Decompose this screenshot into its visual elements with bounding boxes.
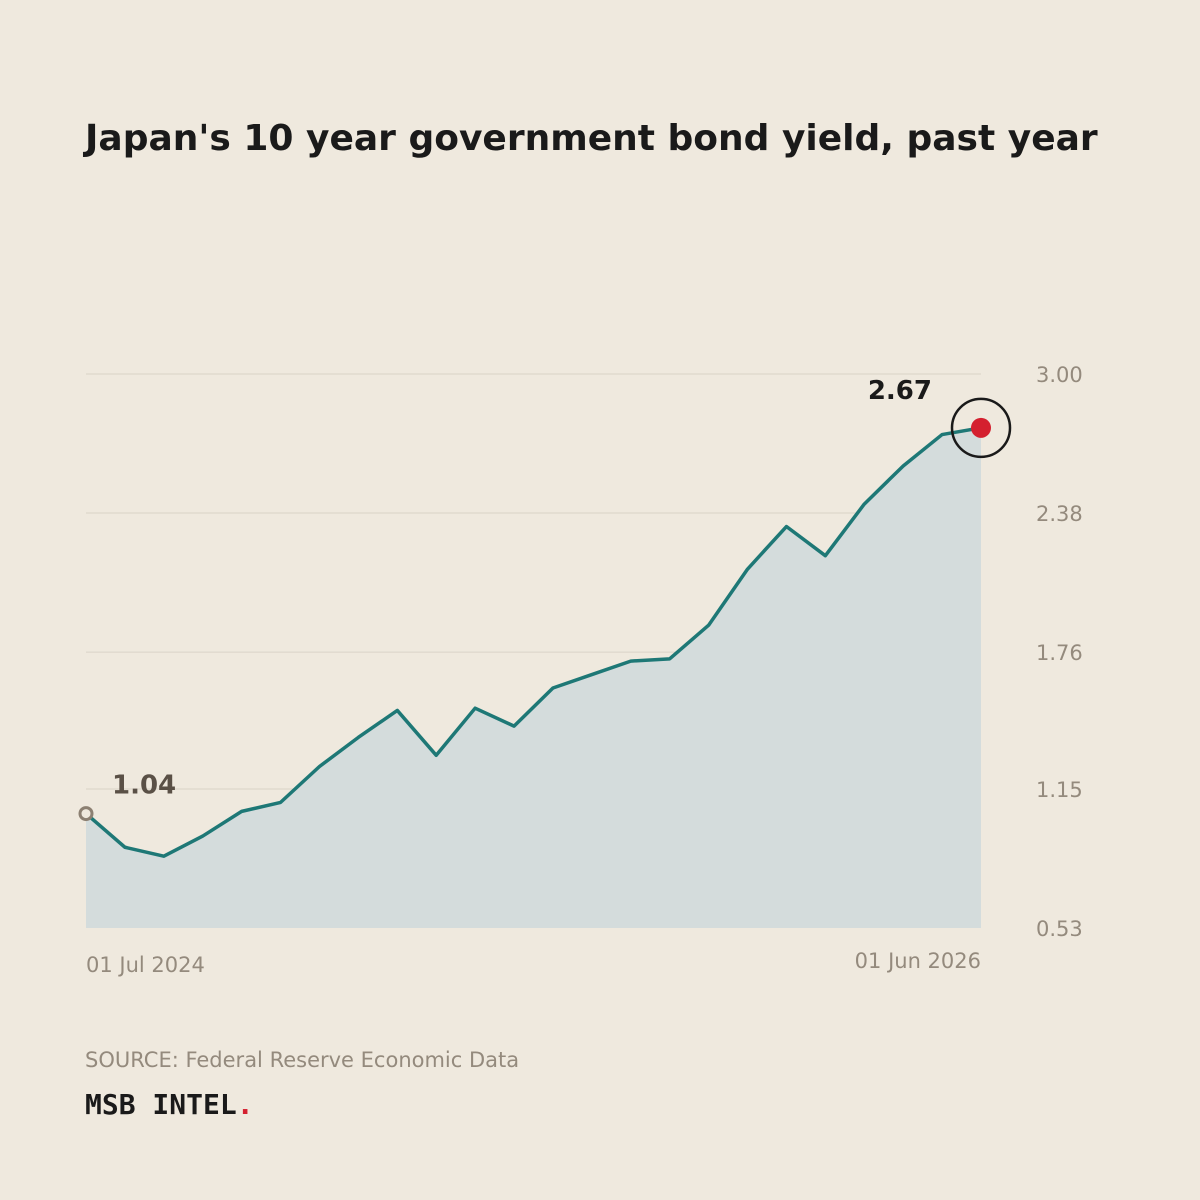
markers	[78, 397, 1012, 822]
y-tick-label: 1.15	[1036, 778, 1083, 802]
x-start-label: 01 Jul 2024	[86, 953, 205, 977]
brand-name: MSB INTEL	[85, 1088, 237, 1121]
y-tick-label: 2.38	[1036, 502, 1083, 526]
series-line	[84, 426, 983, 858]
chart-title: Japan's 10 year government bond yield, p…	[85, 118, 1098, 159]
area-fill	[86, 427, 981, 928]
start-value-label: 1.04	[112, 771, 176, 801]
end-point-marker	[971, 417, 991, 438]
source-note: SOURCE: Federal Reserve Economic Data	[85, 1048, 520, 1072]
start-point-marker	[78, 806, 94, 822]
y-tick-label: 0.53	[1036, 917, 1083, 941]
end-point-ring	[950, 397, 1012, 459]
end-value-label: 2.67	[868, 376, 932, 406]
area-fill-layer	[86, 427, 981, 928]
x-end-label: 01 Jun 2026	[855, 949, 981, 973]
brand-logo: MSB INTEL.	[85, 1088, 254, 1121]
series-line-layer	[84, 426, 983, 858]
y-tick-label: 3.00	[1036, 363, 1083, 387]
brand-dot: .	[236, 1088, 254, 1121]
chart-labels: 3.00 2.38 1.76 1.15 0.53 1.04 2.67 01 Jul 2024 0…	[86, 363, 1083, 977]
y-tick-label: 1.76	[1036, 641, 1083, 665]
